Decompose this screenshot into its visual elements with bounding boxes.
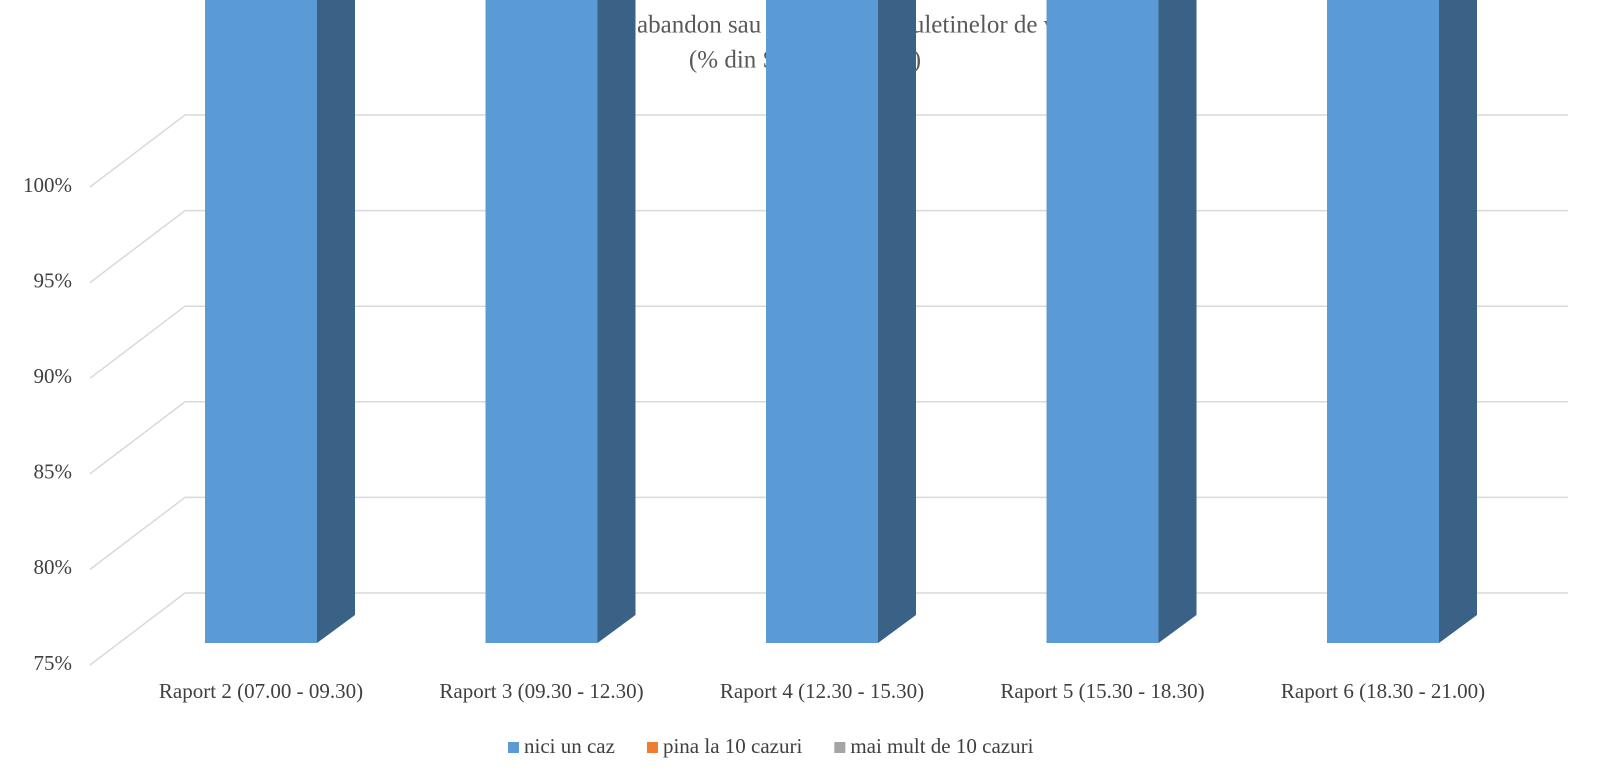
bar-front	[205, 0, 317, 643]
bar-front	[766, 0, 878, 643]
legend-swatch	[508, 742, 519, 753]
x-tick-label: Raport 6 (18.30 - 21.00)	[1281, 679, 1485, 703]
x-tick-label: Raport 5 (15.30 - 18.30)	[1000, 679, 1204, 703]
bar-side	[878, 0, 916, 643]
bar-segment	[485, 0, 636, 643]
bar-front	[1046, 0, 1159, 643]
bar-side	[317, 0, 355, 643]
x-tick-label: Raport 2 (07.00 - 09.30)	[159, 679, 363, 703]
bar-segment	[1327, 0, 1477, 643]
y-tick-label: 100%	[23, 173, 72, 197]
legend: nici un caz pina la 10 cazuri mai mult de …	[508, 734, 1034, 758]
bar-segment	[205, 0, 355, 643]
bar-front	[485, 0, 598, 643]
y-tick-label: 85%	[34, 460, 73, 484]
legend-label: mai mult de 10 cazuri	[850, 734, 1033, 758]
bar-side	[1158, 0, 1197, 643]
legend-swatch	[646, 742, 658, 753]
x-tick-label: Raport 4 (12.30 - 15.30)	[720, 679, 924, 703]
bar-side	[1439, 0, 1477, 643]
y-tick-label: 95%	[34, 268, 73, 292]
legend-swatch	[834, 742, 846, 753]
bar-segment	[1046, 0, 1197, 643]
y-tick-label: 80%	[34, 555, 73, 579]
bar-segment	[766, 0, 916, 643]
y-tick-label: 75%	[34, 651, 73, 675]
legend-label: pina la 10 cazuri	[663, 734, 803, 758]
bar-front	[1327, 0, 1439, 643]
y-tick-label: 90%	[34, 364, 73, 388]
bar-side	[597, 0, 636, 643]
legend-label: nici un caz	[524, 734, 615, 758]
x-tick-label: Raport 3 (09.30 - 12.30)	[439, 679, 643, 703]
